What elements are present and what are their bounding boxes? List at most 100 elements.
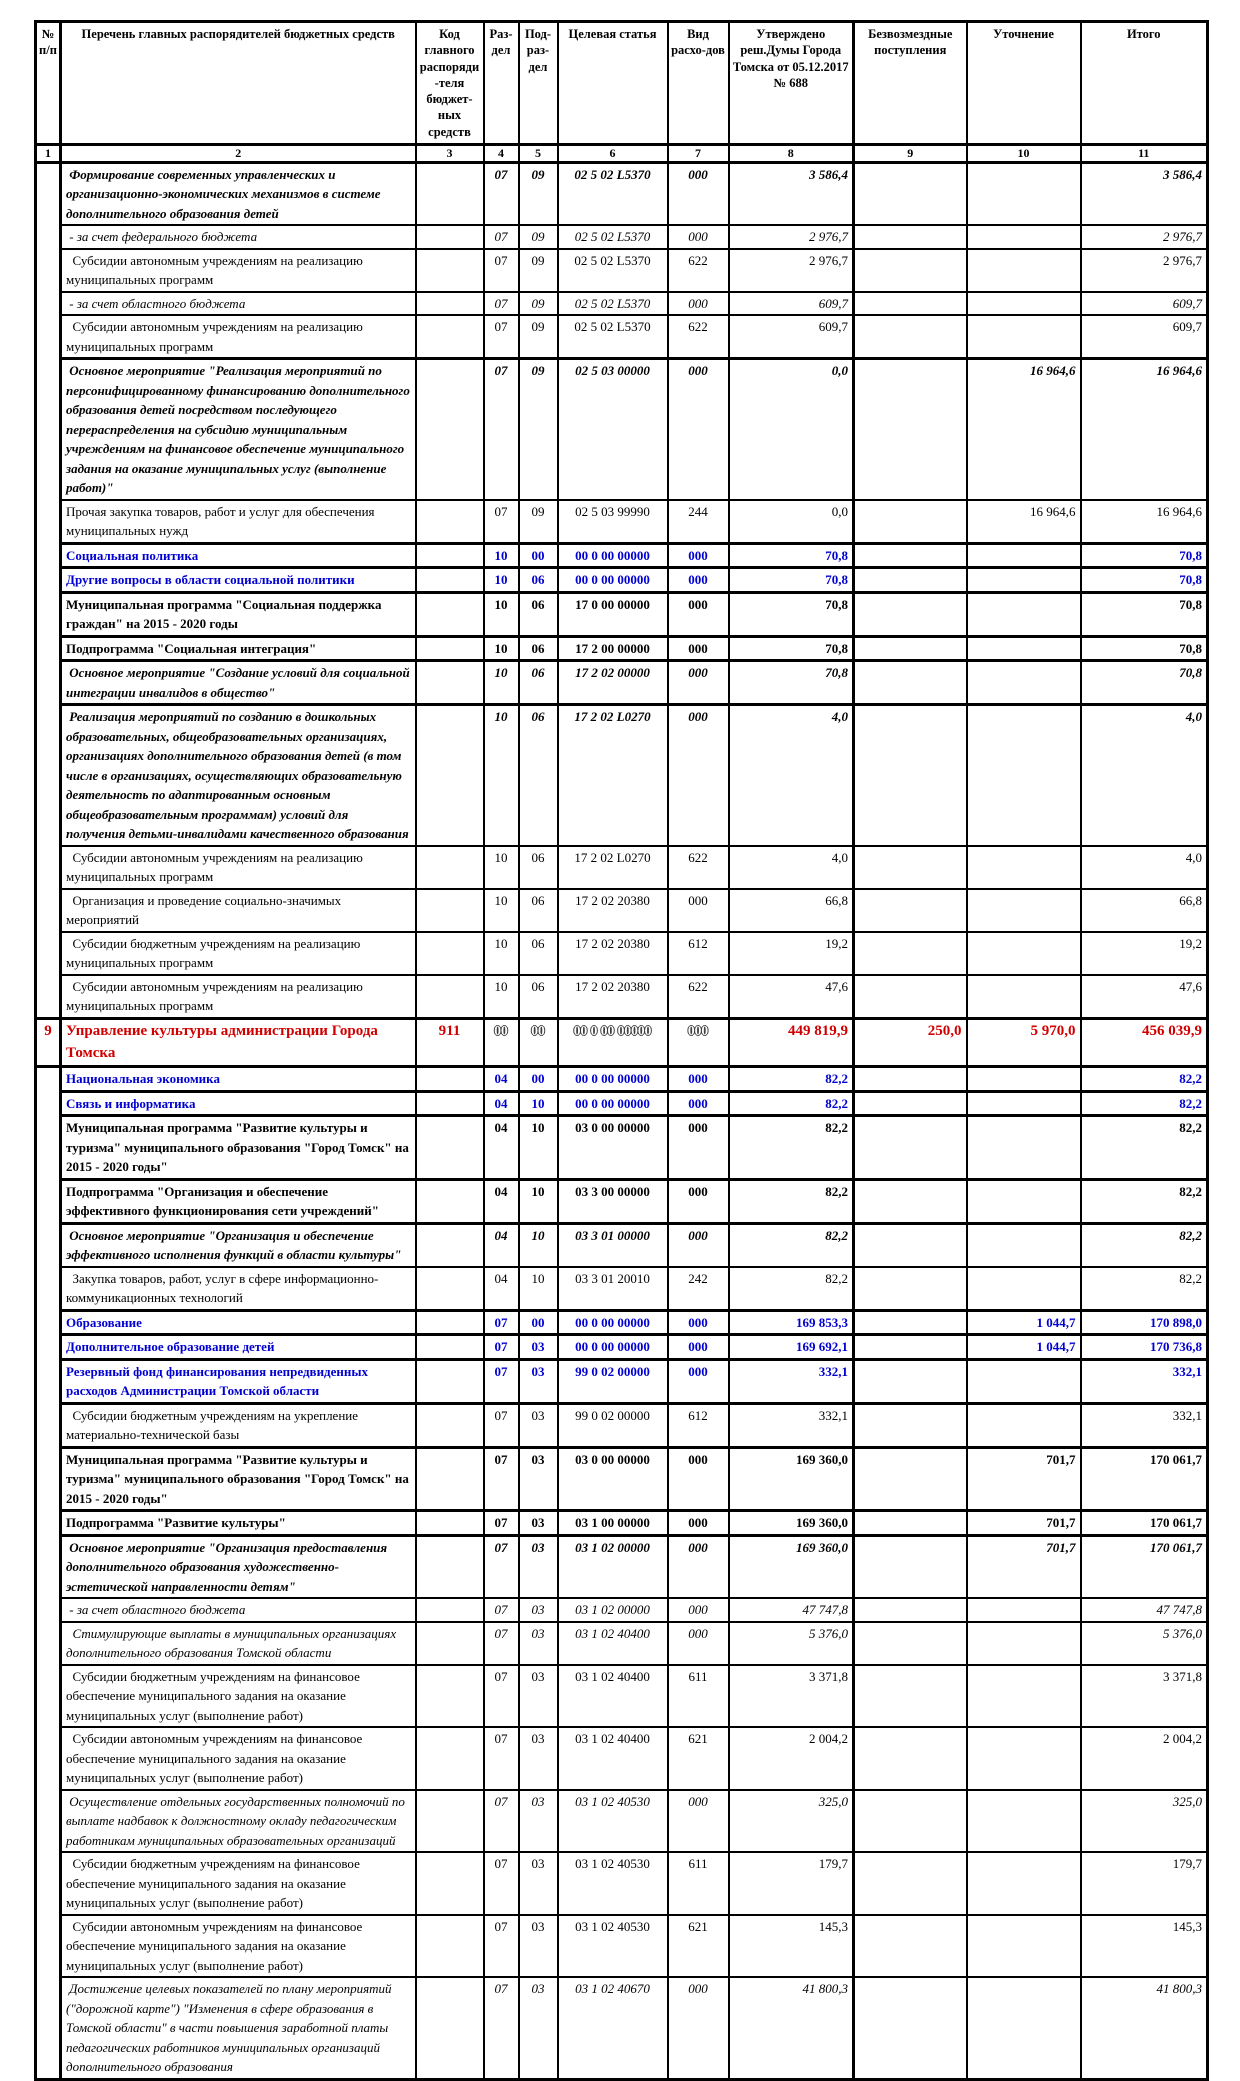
row-refine-cell [965, 247, 1082, 293]
row-gratuitous-cell [852, 1509, 968, 1537]
row-target-cell: 03 0 00 00000 [556, 1114, 669, 1181]
row-approved-cell: 169 360,0 [727, 1445, 855, 1512]
row-vid-cell: 244 [666, 498, 730, 545]
row-code-cell [414, 887, 485, 933]
table-row: Субсидии бюджетным учреждениям на реализ… [34, 930, 1209, 976]
row-target-cell: 03 1 02 40530 [556, 1788, 669, 1854]
row-gratuitous-cell [852, 1620, 968, 1666]
row-name-cell: Субсидии бюджетным учреждениям на финанс… [59, 1663, 417, 1729]
row-approved-cell: 47,6 [727, 973, 855, 1020]
row-total-cell: 332,1 [1079, 1357, 1209, 1405]
row-approved-cell: 70,8 [727, 566, 855, 594]
row-refine-cell [965, 1620, 1082, 1666]
row-number-cell [34, 1359, 62, 1404]
row-name-cell: Субсидии бюджетным учреждениям на укрепл… [59, 1402, 417, 1449]
row-number-cell [34, 1115, 62, 1180]
row-razdel-cell: 07 [482, 247, 520, 293]
row-name-cell: Субсидии автономным учреждениям на реали… [59, 973, 417, 1020]
column-number: 1 [34, 142, 62, 164]
row-number-cell [34, 592, 62, 637]
table-row: Субсидии бюджетным учреждениям на финанс… [34, 1663, 1209, 1729]
row-approved-cell: 41 800,3 [727, 1976, 855, 2081]
row-total-cell: 2 004,2 [1079, 1726, 1209, 1791]
row-total-cell: 332,1 [1079, 1402, 1209, 1449]
row-approved-cell: 325,0 [727, 1788, 855, 1854]
row-gratuitous-cell [852, 314, 968, 360]
row-approved-cell: 4,0 [727, 844, 855, 890]
row-razdel-cell: 07 [482, 1308, 520, 1337]
row-podrazdel-cell: 06 [517, 887, 559, 933]
row-podrazdel-cell: 03 [517, 1620, 559, 1666]
column-header-podrazdel: Под-раз-дел [517, 20, 559, 146]
row-total-cell: 609,7 [1079, 314, 1209, 360]
column-number: 4 [482, 142, 520, 164]
row-name-cell: Субсидии автономным учреждениям на финан… [59, 1726, 417, 1791]
row-vid-cell: 000 [666, 1114, 730, 1181]
row-target-cell: 17 2 02 20380 [556, 930, 669, 976]
row-name-cell: Организация и проведение социально-значи… [59, 887, 417, 933]
row-number-cell [34, 567, 62, 593]
row-approved-cell: 179,7 [727, 1851, 855, 1916]
row-refine-cell [965, 930, 1082, 976]
row-approved-cell: 609,7 [727, 314, 855, 360]
row-name-cell: Муниципальная программа "Развитие культу… [59, 1445, 417, 1512]
row-razdel-cell: 04 [482, 1114, 520, 1181]
row-podrazdel-cell: 03 [517, 1976, 559, 2081]
row-approved-cell: 449 819,9 [727, 1016, 855, 1069]
row-name-cell: Формирование современных управленческих … [59, 160, 417, 227]
row-target-cell: 99 0 02 00000 [556, 1357, 669, 1405]
row-refine-cell [965, 1114, 1082, 1181]
row-gratuitous-cell [852, 541, 968, 570]
row-podrazdel-cell: 06 [517, 659, 559, 706]
row-refine-cell: 16 964,6 [965, 498, 1082, 545]
row-gratuitous-cell [852, 1976, 968, 2081]
row-approved-cell: 0,0 [727, 498, 855, 545]
row-code-cell [414, 1620, 485, 1666]
row-approved-cell: 70,8 [727, 634, 855, 662]
row-vid-cell: 000 [666, 659, 730, 706]
row-approved-cell: 169 692,1 [727, 1333, 855, 1361]
row-approved-cell: 3 586,4 [727, 160, 855, 227]
row-name-cell: - за счет областного бюджета [59, 290, 417, 317]
row-code-cell [414, 1533, 485, 1600]
row-target-cell: 02 5 02 L5370 [556, 224, 669, 250]
row-razdel-cell: 04 [482, 1265, 520, 1312]
row-podrazdel-cell: 03 [517, 1788, 559, 1854]
row-target-cell: 03 1 02 40400 [556, 1726, 669, 1791]
row-code-cell [414, 566, 485, 594]
row-razdel-cell: 07 [482, 1597, 520, 1623]
row-total-cell: 82,2 [1079, 1114, 1209, 1181]
table-row: Субсидии автономным учреждениям на реали… [34, 314, 1209, 360]
table-row: Субсидии автономным учреждениям на реали… [34, 973, 1209, 1020]
row-number-cell [34, 660, 62, 705]
row-approved-cell: 0,0 [727, 357, 855, 501]
row-name-cell: - за счет областного бюджета [59, 1597, 417, 1623]
row-razdel-cell: 10 [482, 659, 520, 706]
row-number-cell [34, 1334, 62, 1360]
row-number-cell [34, 248, 62, 292]
row-code-cell [414, 1333, 485, 1361]
row-total-cell: 47 747,8 [1079, 1597, 1209, 1623]
row-approved-cell: 169 360,0 [727, 1533, 855, 1600]
row-refine-cell: 1 044,7 [965, 1333, 1082, 1361]
row-razdel-cell: 10 [482, 973, 520, 1020]
row-refine-cell [965, 1402, 1082, 1449]
row-name-cell: Прочая закупка товаров, работ и услуг дл… [59, 498, 417, 545]
row-podrazdel-cell: 10 [517, 1089, 559, 1118]
row-vid-cell: 000 [666, 566, 730, 594]
table-row: Реализация мероприятий по созданию в дош… [34, 703, 1209, 847]
table-row: Муниципальная программа "Развитие культу… [34, 1445, 1209, 1512]
row-number-cell [34, 1179, 62, 1224]
row-name-cell: Достижение целевых показателей по плану … [59, 1976, 417, 2081]
row-target-cell: 02 5 03 99990 [556, 498, 669, 545]
table-row: Закупка товаров, работ, услуг в сфере ин… [34, 1265, 1209, 1312]
row-refine-cell [965, 1357, 1082, 1405]
row-code-cell [414, 1597, 485, 1623]
row-total-cell: 66,8 [1079, 887, 1209, 933]
row-razdel-cell: 00 [482, 1016, 520, 1069]
row-code-cell [414, 1445, 485, 1512]
row-refine-cell [965, 224, 1082, 250]
row-name-cell: Управление культуры администрации Города… [59, 1016, 417, 1069]
row-total-cell: 70,8 [1079, 590, 1209, 638]
row-code-cell [414, 498, 485, 545]
